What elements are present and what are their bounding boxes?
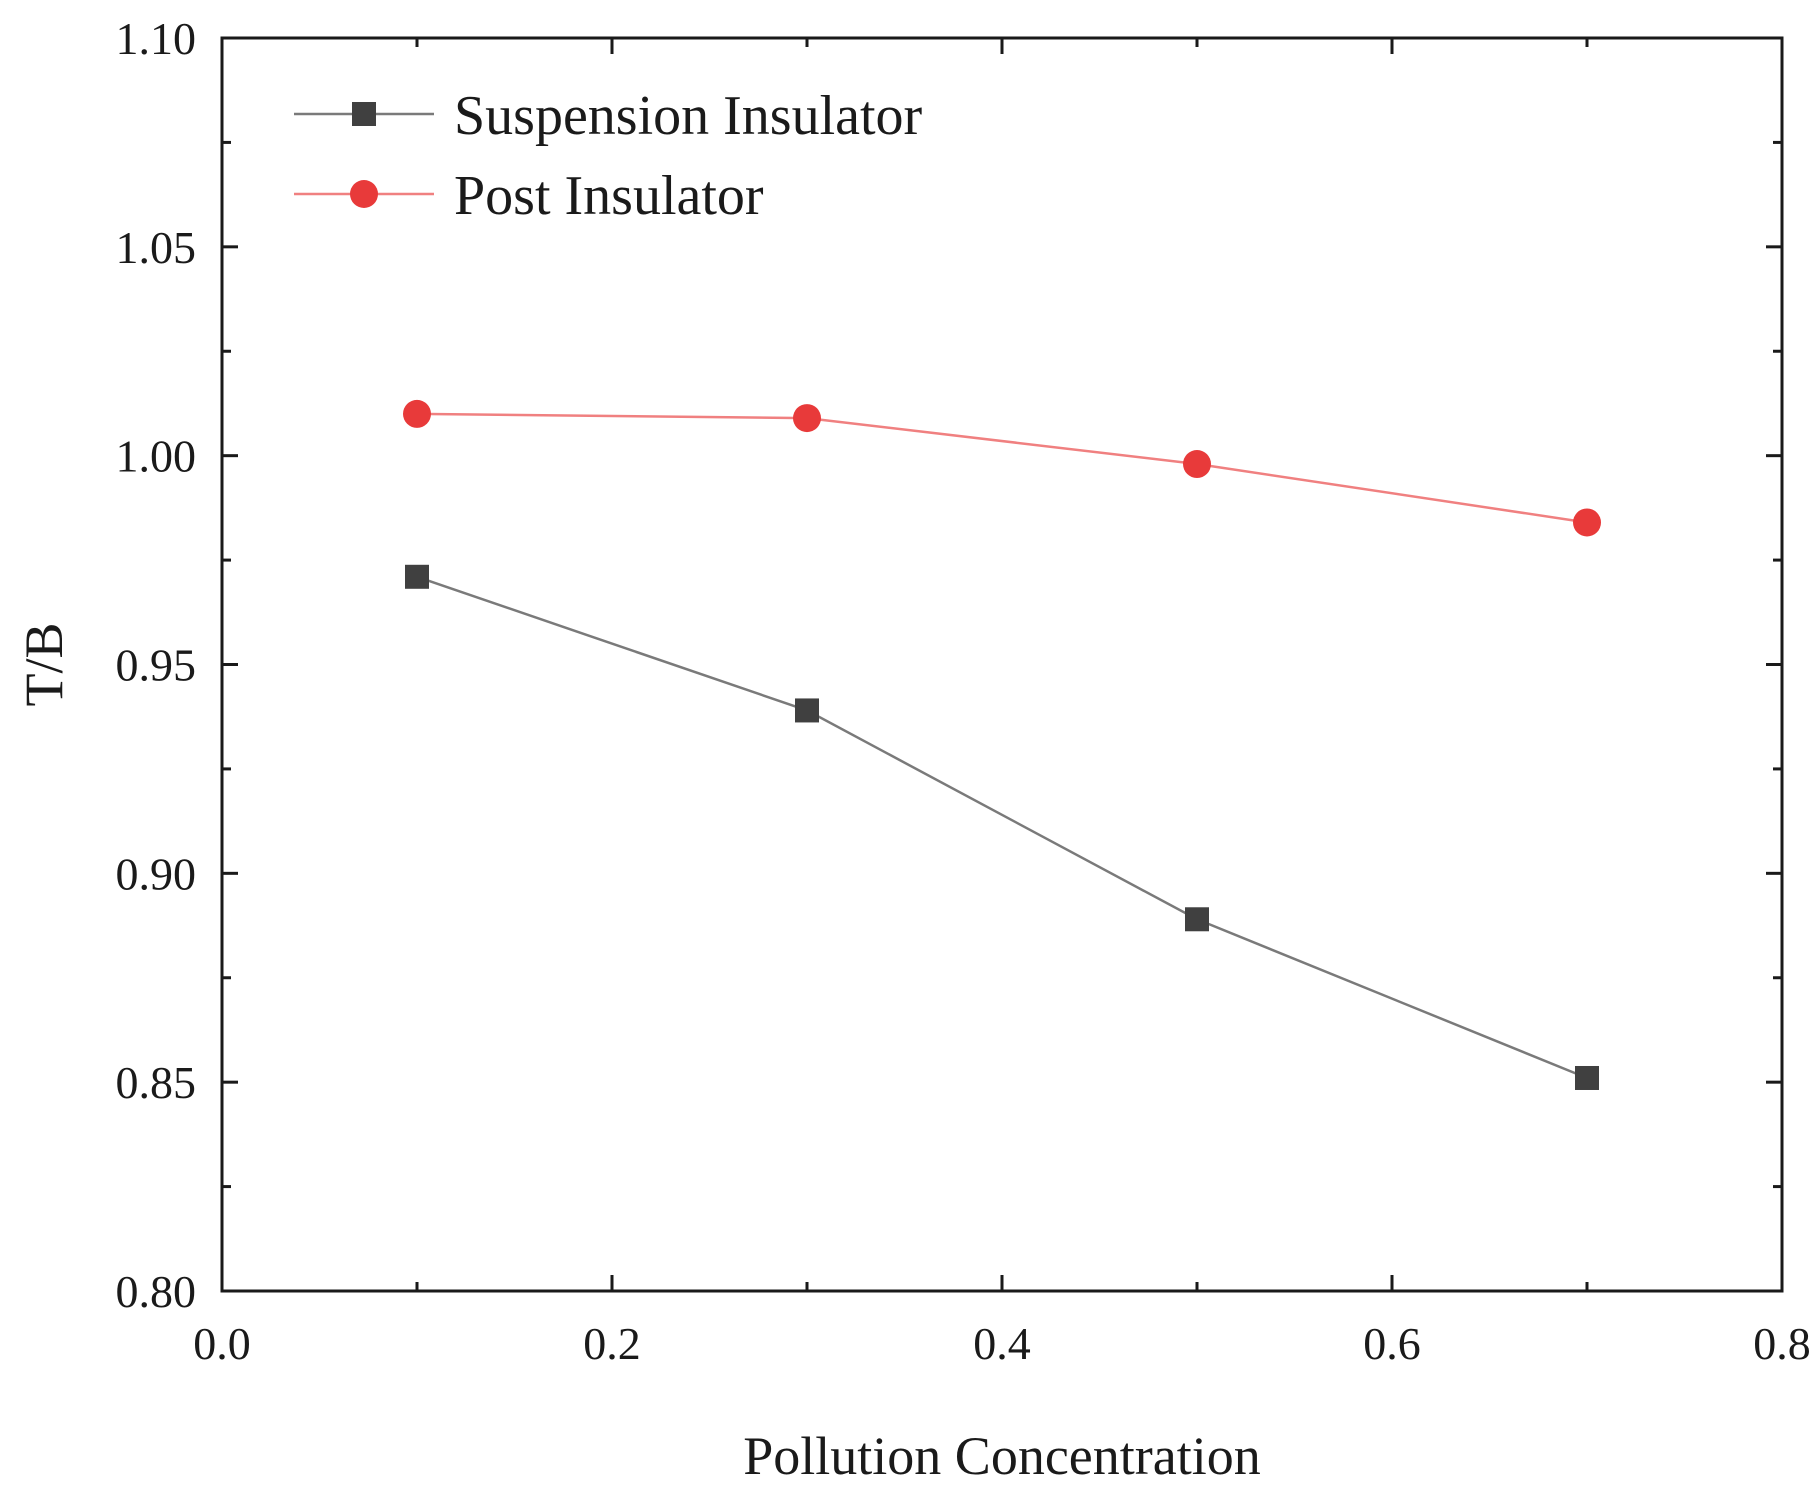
- x-tick-label: 0.0: [193, 1318, 251, 1369]
- axes: 0.0 0.2 0.4 0.6 0.8 0.80 0.85 0.90 0.95 1.00 1.05 1…: [116, 13, 1811, 1369]
- data-point-post-insulator: [1573, 508, 1601, 537]
- y-axis-title: T/B: [14, 622, 74, 706]
- legend-marker: [350, 180, 378, 208]
- data-point-post-insulator: [1183, 450, 1211, 479]
- data-point-suspension-insulator: [1575, 1065, 1599, 1090]
- series-layer: [403, 399, 1601, 1090]
- y-tick-label: 1.05: [116, 222, 197, 273]
- y-tick-label: 0.90: [116, 848, 197, 899]
- series-suspension-insulator: [405, 564, 1599, 1090]
- legend-label: Suspension Insulator: [454, 85, 923, 147]
- x-tick-label: 0.2: [583, 1318, 641, 1369]
- legend-marker: [352, 102, 376, 126]
- legend-item-suspension-insulator: Suspension Insulator: [294, 85, 923, 147]
- x-tick-label: 0.6: [1363, 1318, 1421, 1369]
- y-tick-label: 1.10: [116, 13, 197, 64]
- series-line-suspension-insulator: [416, 575, 1588, 1080]
- legend-item-post-insulator: Post Insulator: [294, 165, 764, 227]
- legend: Suspension Insulator Post Insulator: [294, 85, 923, 227]
- data-point-suspension-insulator: [795, 698, 819, 723]
- series-line-post-insulator: [416, 412, 1588, 524]
- x-tick-label: 0.4: [973, 1318, 1031, 1369]
- y-tick-label: 1.00: [116, 431, 197, 482]
- data-point-post-insulator: [793, 404, 821, 433]
- y-tick-label: 0.80: [116, 1266, 197, 1317]
- series-post-insulator: [403, 399, 1601, 537]
- data-point-suspension-insulator: [1185, 907, 1209, 932]
- x-axis-title: Pollution Concentration: [743, 1426, 1260, 1486]
- x-tick-label: 0.8: [1753, 1318, 1811, 1369]
- data-point-suspension-insulator: [405, 564, 429, 589]
- data-point-post-insulator: [403, 399, 431, 428]
- y-tick-label: 0.95: [116, 640, 197, 691]
- legend-label: Post Insulator: [454, 165, 764, 227]
- y-tick-label: 0.85: [116, 1057, 197, 1108]
